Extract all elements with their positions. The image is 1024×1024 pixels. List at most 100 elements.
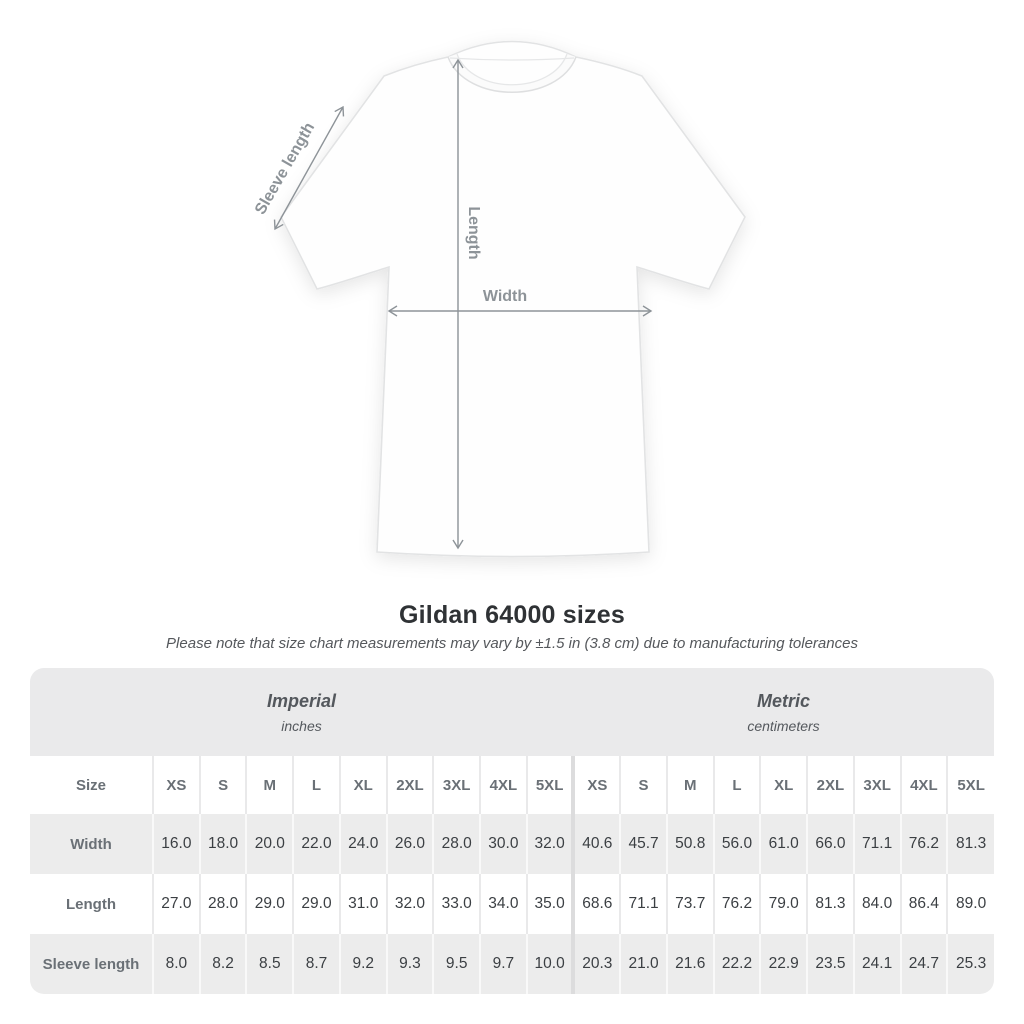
size-col-header: XS: [571, 756, 621, 814]
size-col-header: XL: [338, 756, 387, 814]
value-cell: 9.2: [338, 934, 387, 994]
value-cell: 61.0: [759, 814, 808, 874]
value-cell: 71.1: [852, 814, 901, 874]
value-cell: 30.0: [479, 814, 527, 874]
size-col-header: L: [292, 756, 340, 814]
value-cell: 8.7: [292, 934, 340, 994]
value-cell: 45.7: [619, 814, 667, 874]
size-chart: Imperial inches Metric centimeters Size X…: [30, 668, 994, 994]
row-label: Sleeve length: [42, 955, 140, 973]
row-label: Length: [66, 895, 116, 913]
value-cell: 35.0: [525, 874, 574, 934]
value-cell: 86.4: [899, 874, 948, 934]
corner-header: Size: [75, 776, 106, 794]
value-cell: 22.0: [292, 814, 340, 874]
value-cell: 20.0: [245, 814, 294, 874]
value-cell: 24.1: [852, 934, 901, 994]
metric-unit: centimeters: [747, 717, 820, 734]
size-col-header: 2XL: [385, 756, 434, 814]
value-cell: 9.5: [432, 934, 481, 994]
value-cell: 29.0: [245, 874, 294, 934]
value-cell: 33.0: [432, 874, 481, 934]
value-cell: 32.0: [525, 814, 574, 874]
size-col-header: S: [198, 756, 247, 814]
size-col-header: M: [665, 756, 714, 814]
units-header-band: Imperial inches Metric centimeters: [30, 668, 994, 756]
size-col-header: 5XL: [525, 756, 574, 814]
value-cell: 8.5: [245, 934, 294, 994]
metric-label: Metric: [756, 690, 810, 711]
row-label: Width: [70, 835, 112, 853]
value-cell: 25.3: [946, 934, 994, 994]
value-cell: 40.6: [571, 814, 621, 874]
back-collar-seam: [449, 57, 575, 61]
size-table: Size XS S M L XL 2XL 3XL 4XL 5XL XS S M L XL 2XL 3XL 4XL 5…: [30, 756, 994, 994]
metric-section-header: Metric centimeters: [573, 668, 994, 756]
tshirt-graphic: Width Length Sleeve length: [252, 40, 746, 558]
collar-band: [448, 54, 576, 93]
value-cell: 8.0: [152, 934, 200, 994]
imperial-unit: inches: [281, 717, 322, 734]
size-col-header: 3XL: [432, 756, 481, 814]
size-col-header: 3XL: [852, 756, 901, 814]
size-col-header: 5XL: [946, 756, 994, 814]
tshirt-measurement-diagram: Width Length Sleeve length: [252, 40, 746, 558]
value-cell: 71.1: [619, 874, 667, 934]
table-row: Sleeve length 8.0 8.2 8.5 8.7 9.2 9.3 9.5 9.7 10.…: [30, 934, 994, 994]
size-col-header: L: [712, 756, 761, 814]
value-cell: 68.6: [571, 874, 621, 934]
value-cell: 89.0: [946, 874, 994, 934]
size-header-row: Size XS S M L XL 2XL 3XL 4XL 5XL XS S M L XL 2XL 3XL 4XL 5…: [30, 756, 994, 814]
collar-inner-seam: [456, 53, 568, 86]
size-col-header: XL: [759, 756, 808, 814]
value-cell: 9.7: [479, 934, 527, 994]
value-cell: 22.9: [759, 934, 808, 994]
value-cell: 56.0: [712, 814, 761, 874]
value-cell: 32.0: [385, 874, 434, 934]
value-cell: 16.0: [152, 814, 200, 874]
value-cell: 26.0: [385, 814, 434, 874]
page-title: Gildan 64000 sizes: [399, 601, 625, 629]
value-cell: 24.7: [899, 934, 948, 994]
value-cell: 31.0: [338, 874, 387, 934]
value-cell: 29.0: [292, 874, 340, 934]
imperial-label: Imperial: [266, 690, 337, 711]
value-cell: 28.0: [432, 814, 481, 874]
value-cell: 34.0: [479, 874, 527, 934]
value-cell: 24.0: [338, 814, 387, 874]
value-cell: 73.7: [665, 874, 714, 934]
value-cell: 8.2: [198, 934, 247, 994]
value-cell: 27.0: [152, 874, 200, 934]
value-cell: 9.3: [385, 934, 434, 994]
value-cell: 66.0: [806, 814, 854, 874]
value-cell: 23.5: [806, 934, 854, 994]
value-cell: 21.6: [665, 934, 714, 994]
size-col-header: XS: [152, 756, 200, 814]
value-cell: 76.2: [712, 874, 761, 934]
length-label: Length: [465, 206, 482, 259]
value-cell: 22.2: [712, 934, 761, 994]
table-row: Width 16.0 18.0 20.0 22.0 24.0 26.0 28.0 30.0 32.…: [30, 814, 994, 874]
tshirt-outline: [280, 40, 746, 558]
value-cell: 20.3: [571, 934, 621, 994]
width-label: Width: [483, 288, 527, 305]
value-cell: 84.0: [852, 874, 901, 934]
value-cell: 10.0: [525, 934, 574, 994]
size-col-header: S: [619, 756, 667, 814]
size-col-header: M: [245, 756, 294, 814]
value-cell: 21.0: [619, 934, 667, 994]
value-cell: 81.3: [946, 814, 994, 874]
value-cell: 79.0: [759, 874, 808, 934]
table-row: Length 27.0 28.0 29.0 29.0 31.0 32.0 33.0 34.0 35…: [30, 874, 994, 934]
size-col-header: 2XL: [806, 756, 854, 814]
sleeve-length-arrow: [273, 105, 345, 231]
size-col-header: 4XL: [479, 756, 527, 814]
tolerance-note: Please note that size chart measurements…: [166, 635, 858, 652]
value-cell: 18.0: [198, 814, 247, 874]
size-col-header: 4XL: [899, 756, 948, 814]
value-cell: 81.3: [806, 874, 854, 934]
value-cell: 28.0: [198, 874, 247, 934]
value-cell: 76.2: [899, 814, 948, 874]
imperial-section-header: Imperial inches: [30, 668, 573, 756]
value-cell: 50.8: [665, 814, 714, 874]
